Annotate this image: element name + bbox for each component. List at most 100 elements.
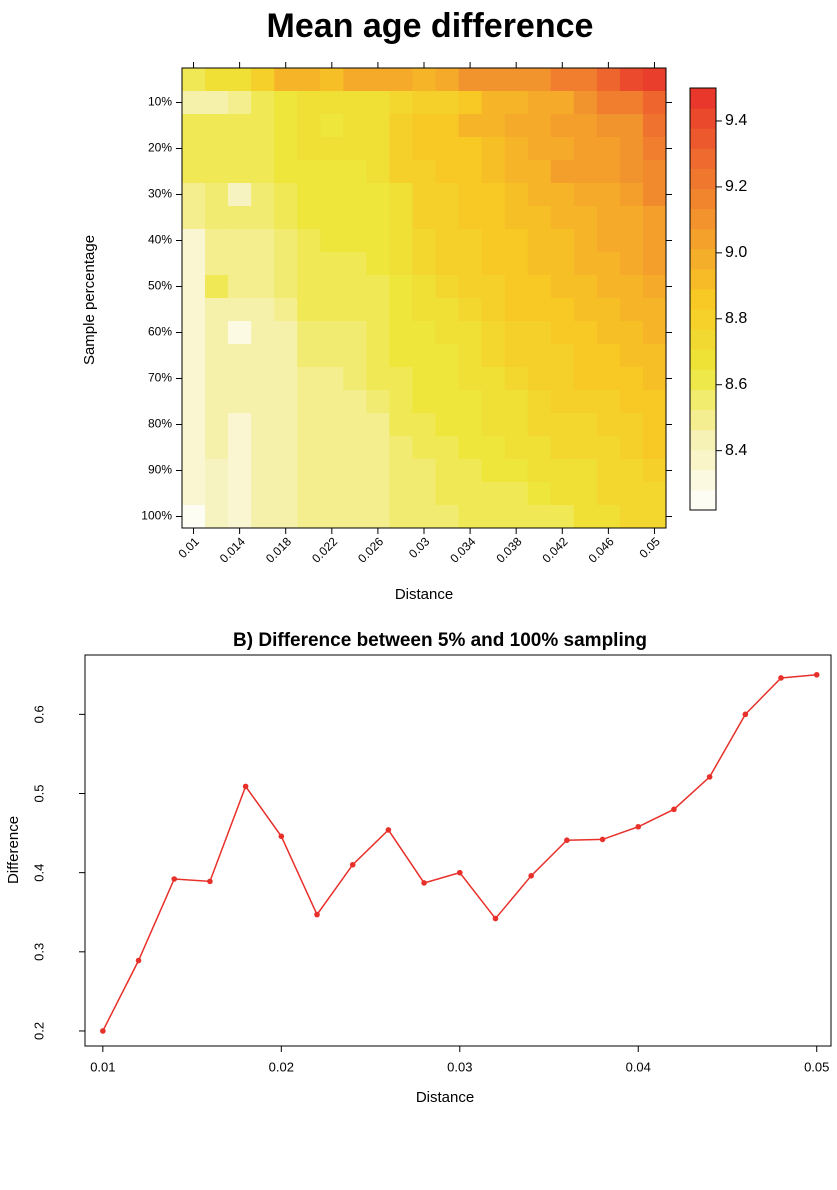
heatmap-cell: [412, 229, 437, 253]
data-point: [135, 957, 142, 964]
heatmap-cell: [366, 344, 390, 368]
colorbar-tick-label: 9.4: [725, 112, 747, 129]
heatmap-cell: [458, 229, 483, 253]
colorbar-tick-label: 8.6: [725, 376, 747, 393]
y-tick-label: 0.5: [31, 784, 46, 802]
heatmap-cell: [343, 505, 367, 529]
heatmap-cell: [481, 436, 506, 460]
heatmap-cell: [412, 459, 437, 483]
heatmap-cell: [619, 344, 644, 368]
colorbar-bin: [690, 248, 716, 270]
heatmap-cell: [366, 252, 390, 276]
heatmap-cell: [527, 229, 552, 253]
heatmap-cell: [596, 160, 621, 184]
heatmap-cell: [412, 137, 437, 161]
heatmap-cell: [412, 413, 437, 437]
heatmap-cell: [458, 321, 483, 345]
heatmap-cell: [596, 275, 621, 299]
heatmap-cell: [435, 114, 460, 138]
heatmap-cell: [412, 436, 437, 460]
heatmap-cell: [596, 252, 621, 276]
heatmap-cell: [435, 252, 460, 276]
heatmap-cell: [320, 114, 344, 138]
heatmap-cell: [251, 229, 275, 253]
heatmap-cell: [343, 390, 367, 414]
heatmap-cell: [274, 413, 298, 437]
colorbar-bin: [690, 208, 716, 230]
heatmap-cell: [458, 344, 483, 368]
heatmap-cell: [320, 229, 344, 253]
heatmap-cell: [619, 252, 644, 276]
heatmap-cell: [573, 137, 598, 161]
heatmap-cell: [182, 68, 206, 92]
data-line: [102, 674, 817, 1032]
heatmap-cell: [619, 459, 644, 483]
heatmap-cell: [619, 91, 644, 115]
heatmap-cell: [619, 436, 644, 460]
heatmap-cell: [550, 390, 575, 414]
heatmap-cell: [504, 137, 529, 161]
heatmap-cell: [251, 137, 275, 161]
y-tick-label: 0.2: [31, 1022, 46, 1040]
heatmap-cell: [389, 482, 413, 506]
heatmap-cell: [228, 413, 252, 437]
heatmap-cell: [596, 68, 621, 92]
heatmap-cell: [573, 367, 598, 391]
heatmap-cell: [251, 482, 275, 506]
heatmap-cell: [274, 459, 298, 483]
heatmap-cell: [205, 160, 229, 184]
heatmap-cell: [458, 505, 483, 529]
y-tick-label: 10%: [148, 95, 172, 109]
heatmap-cell: [642, 390, 667, 414]
heatmap-cell: [228, 91, 252, 115]
heatmap-cell: [412, 183, 437, 207]
data-point: [813, 671, 820, 678]
heatmap-cell: [596, 505, 621, 529]
heatmap-cell: [573, 229, 598, 253]
x-tick-label: 0.014: [217, 534, 248, 565]
heatmap-cell: [274, 183, 298, 207]
heatmap-cell: [573, 390, 598, 414]
colorbar-bin: [690, 188, 716, 210]
heatmap-cell: [435, 183, 460, 207]
heatmap-cell: [596, 114, 621, 138]
heatmap-cell: [182, 459, 206, 483]
heatmap-cell: [619, 413, 644, 437]
heatmap-cell: [481, 160, 506, 184]
heatmap-cell: [412, 114, 437, 138]
colorbar-bin: [690, 228, 716, 250]
heatmap-cell: [573, 91, 598, 115]
heatmap-cell: [550, 206, 575, 230]
heatmap-cell: [619, 275, 644, 299]
heatmap-cell: [297, 321, 321, 345]
heatmap-cell: [435, 275, 460, 299]
heatmap-cell: [182, 160, 206, 184]
heatmap-cell: [458, 91, 483, 115]
heatmap-cell: [527, 505, 552, 529]
heatmap-cell: [458, 459, 483, 483]
x-tick-label: 0.046: [586, 534, 617, 565]
data-point: [635, 823, 642, 830]
heatmap-cell: [596, 321, 621, 345]
heatmap-cell: [251, 91, 275, 115]
heatmap-cell: [205, 390, 229, 414]
heatmap-cell: [481, 390, 506, 414]
heatmap-cell: [504, 482, 529, 506]
heatmap-cell: [412, 252, 437, 276]
heatmap-cell: [366, 436, 390, 460]
heatmap-cell: [550, 183, 575, 207]
heatmap-cell: [389, 390, 413, 414]
heatmap-cell: [504, 206, 529, 230]
heatmap-cell: [596, 137, 621, 161]
heatmap-cell: [366, 275, 390, 299]
heatmap-cell: [596, 183, 621, 207]
heatmap-cell: [228, 229, 252, 253]
heatmap-cell: [596, 91, 621, 115]
data-point: [456, 869, 463, 876]
heatmap-cell: [504, 413, 529, 437]
colorbar-tick-label: 8.8: [725, 310, 747, 327]
heatmap-cell: [343, 459, 367, 483]
heatmap-cell: [274, 436, 298, 460]
heatmap-cell: [205, 344, 229, 368]
heatmap-cell: [619, 482, 644, 506]
